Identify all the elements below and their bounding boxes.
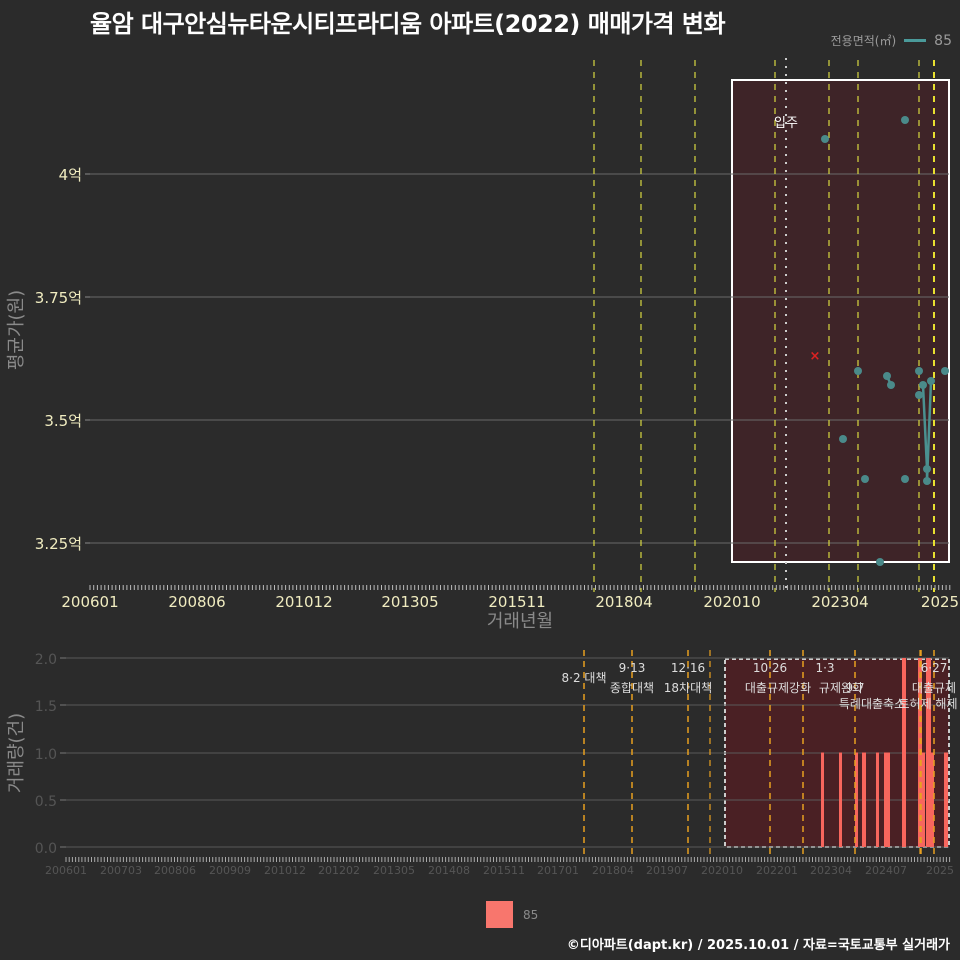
volume-bar[interactable] bbox=[922, 753, 925, 848]
event-date: 1·3 bbox=[815, 661, 834, 675]
x-tick-label: 202010 bbox=[703, 593, 760, 611]
y-tick-label: 1.5 bbox=[35, 699, 57, 715]
x-tick-label: 200806 bbox=[154, 864, 196, 877]
x-tick-label: 2025 bbox=[921, 593, 959, 611]
event-date: 9·7 bbox=[845, 681, 864, 695]
y-axis-title: 거래량(건) bbox=[6, 713, 27, 793]
y-tick-label: 3.25억 bbox=[35, 535, 82, 553]
volume-bar[interactable] bbox=[902, 658, 906, 847]
x-tick-label: 200806 bbox=[168, 593, 225, 611]
legend-volume: 85 bbox=[486, 901, 538, 928]
volume-bar[interactable] bbox=[839, 753, 842, 848]
x-tick-label: 201701 bbox=[537, 864, 579, 877]
legend-bar-swatch bbox=[486, 901, 513, 928]
volume-bar[interactable] bbox=[884, 753, 890, 848]
event-date: 12·16 bbox=[671, 661, 705, 675]
event-label: 대출규제강화 bbox=[745, 681, 811, 695]
data-point[interactable] bbox=[839, 435, 847, 443]
red-x-marker: × bbox=[810, 349, 821, 364]
event-label: 18차대책 bbox=[664, 680, 712, 695]
data-point[interactable] bbox=[941, 367, 949, 375]
x-tick-label: 202010 bbox=[701, 864, 743, 877]
y-tick-label: 4억 bbox=[59, 166, 82, 184]
event-label: 대출규제 bbox=[912, 681, 956, 695]
x-tick-label: 202304 bbox=[811, 593, 868, 611]
x-tick-label: 201511 bbox=[483, 864, 525, 877]
x-tick-label: 201012 bbox=[275, 593, 332, 611]
data-point[interactable] bbox=[915, 367, 923, 375]
y-tick-label: 0.0 bbox=[35, 841, 57, 857]
x-axis-title: 거래년월 bbox=[487, 611, 553, 632]
y-tick-label: 2.0 bbox=[35, 652, 57, 668]
data-point[interactable] bbox=[923, 465, 931, 473]
volume-bar[interactable] bbox=[821, 753, 824, 848]
x-tick-label: 201202 bbox=[318, 864, 360, 877]
x-tick-label: 201408 bbox=[428, 864, 470, 877]
data-point[interactable] bbox=[821, 135, 829, 143]
x-tick-label: 201511 bbox=[488, 593, 545, 611]
y-tick-label: 3.5억 bbox=[44, 412, 82, 430]
data-point[interactable] bbox=[861, 475, 869, 483]
y-tick-label: 0.5 bbox=[35, 794, 57, 810]
x-tick-label: 202407 bbox=[865, 864, 907, 877]
event-date: 9·13 bbox=[619, 661, 646, 675]
y-tick-label: 1.0 bbox=[35, 747, 57, 763]
legend-volume-value: 85 bbox=[523, 908, 538, 922]
x-tick-label: 201012 bbox=[264, 864, 306, 877]
event-label: 종합대책 bbox=[610, 680, 654, 695]
event-date: 10·26 bbox=[753, 661, 787, 675]
event-date: 6·27 bbox=[921, 661, 948, 675]
credit-text: ©디아파트(dapt.kr) / 2025.10.01 / 자료=국토교통부 실… bbox=[567, 934, 950, 953]
volume-bar[interactable] bbox=[944, 753, 948, 848]
y-axis-title: 평균가(원) bbox=[6, 290, 27, 370]
data-point[interactable] bbox=[901, 116, 909, 124]
highlight-period-box bbox=[732, 80, 949, 562]
chart-canvas: 4억 3.75억 3.5억 3.25억 입주 200601 200806 201012 2013… bbox=[0, 0, 960, 960]
volume-bar[interactable] bbox=[929, 753, 934, 848]
data-point[interactable] bbox=[901, 475, 909, 483]
data-point[interactable] bbox=[887, 381, 895, 389]
x-tick-label: 200909 bbox=[209, 864, 251, 877]
x-tick-label: 201804 bbox=[595, 593, 652, 611]
x-tick-label: 2025 bbox=[926, 864, 954, 877]
x-tick-label: 200601 bbox=[61, 593, 118, 611]
x-tick-label: 202304 bbox=[810, 864, 852, 877]
x-tick-label: 200703 bbox=[100, 864, 142, 877]
x-tick-label: 200601 bbox=[45, 864, 87, 877]
x-tick-label: 201305 bbox=[381, 593, 438, 611]
data-point[interactable] bbox=[854, 367, 862, 375]
data-point[interactable] bbox=[915, 391, 923, 399]
event-label: 8·2 대책 bbox=[562, 670, 607, 685]
x-tick-label: 201907 bbox=[646, 864, 688, 877]
volume-bar[interactable] bbox=[876, 753, 879, 848]
event-label: 토허제 해제 bbox=[898, 697, 957, 711]
y-tick-label: 3.75억 bbox=[35, 289, 82, 307]
data-point[interactable] bbox=[883, 372, 891, 380]
x-axis-ticks bbox=[66, 857, 950, 862]
data-point[interactable] bbox=[876, 558, 884, 566]
volume-bar[interactable] bbox=[855, 753, 858, 848]
data-point[interactable] bbox=[927, 377, 935, 385]
x-tick-label: 201804 bbox=[592, 864, 634, 877]
price-chart: 4억 3.75억 3.5억 3.25억 입주 200601 200806 201012 2013… bbox=[6, 58, 959, 632]
x-axis-ticks bbox=[90, 585, 950, 590]
x-tick-label: 201305 bbox=[373, 864, 415, 877]
event-label: 특례대출축소 bbox=[839, 697, 905, 711]
move-in-label: 입주 bbox=[774, 116, 798, 131]
volume-chart: 2.0 1.5 1.0 0.5 0.0 8·2 대책 9·13 종합대책 12·16 18차대책 1… bbox=[6, 650, 958, 877]
data-point[interactable] bbox=[919, 381, 927, 389]
data-point[interactable] bbox=[923, 477, 931, 485]
volume-bar[interactable] bbox=[862, 753, 866, 848]
x-tick-label: 202201 bbox=[756, 864, 798, 877]
